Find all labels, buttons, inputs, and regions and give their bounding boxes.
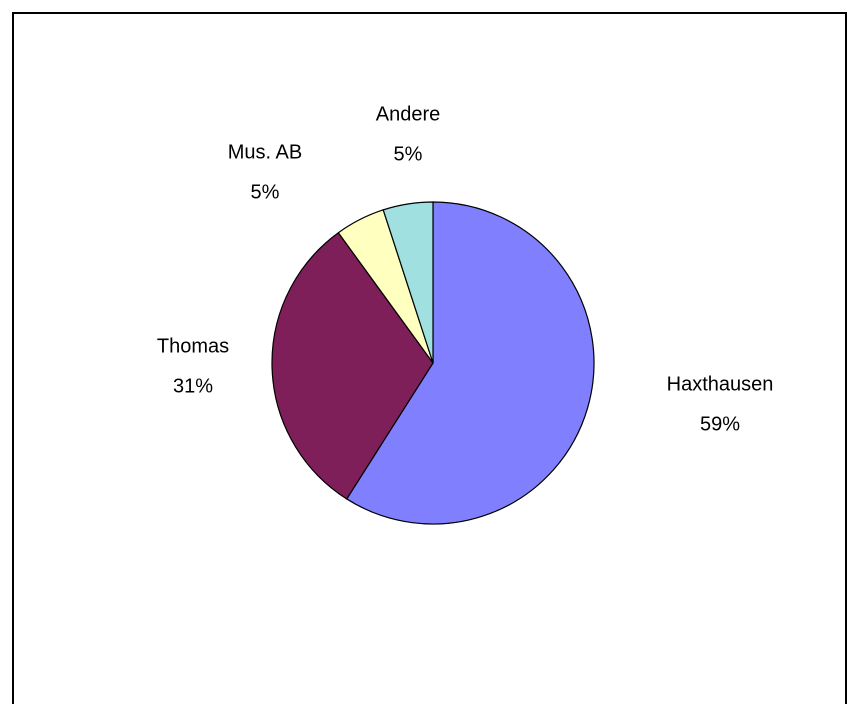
pie-slice	[345, 201, 595, 525]
slice-value-label: 31%	[173, 375, 213, 397]
pie-slice	[382, 201, 434, 364]
slice-label: Mus. AB	[228, 141, 302, 163]
slice-value-label: 5%	[394, 143, 423, 165]
slice-label: Thomas	[157, 335, 229, 357]
pie-slice	[271, 231, 434, 500]
slice-label: Andere	[376, 103, 441, 125]
slice-label: Haxthausen	[667, 373, 774, 395]
chart-frame	[12, 12, 847, 704]
slice-value-label: 59%	[700, 413, 740, 435]
slice-value-label: 5%	[251, 181, 280, 203]
